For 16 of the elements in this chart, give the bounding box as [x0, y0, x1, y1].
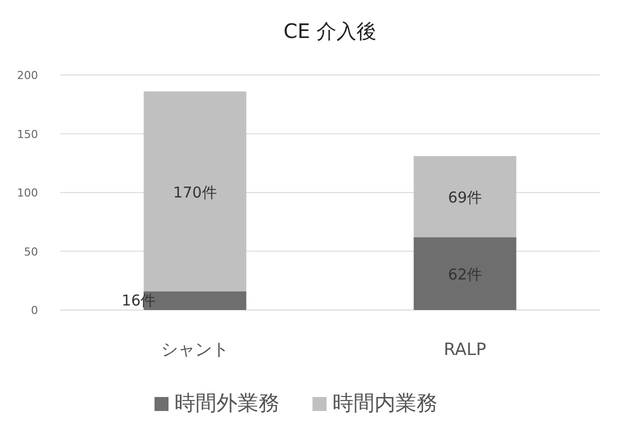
y-tick-label: 150 [17, 128, 38, 141]
x-tick-label: シャント [161, 340, 229, 360]
data-label: 69件 [448, 188, 482, 207]
bar [144, 91, 246, 292]
y-tick-label: 50 [24, 245, 38, 258]
y-tick-label: 200 [17, 69, 38, 82]
x-tick-label: RALP [444, 340, 486, 360]
data-label: 62件 [448, 266, 482, 284]
bar [414, 156, 516, 238]
bar [414, 237, 516, 310]
legend-label: 時間外業務 [174, 391, 280, 415]
chart-title: CE 介入後 [284, 19, 376, 43]
y-tick-label: 0 [31, 304, 38, 317]
data-label: 170件 [173, 183, 217, 202]
y-tick-label: 100 [17, 186, 38, 200]
legend-label: 時間内業務 [332, 391, 438, 415]
